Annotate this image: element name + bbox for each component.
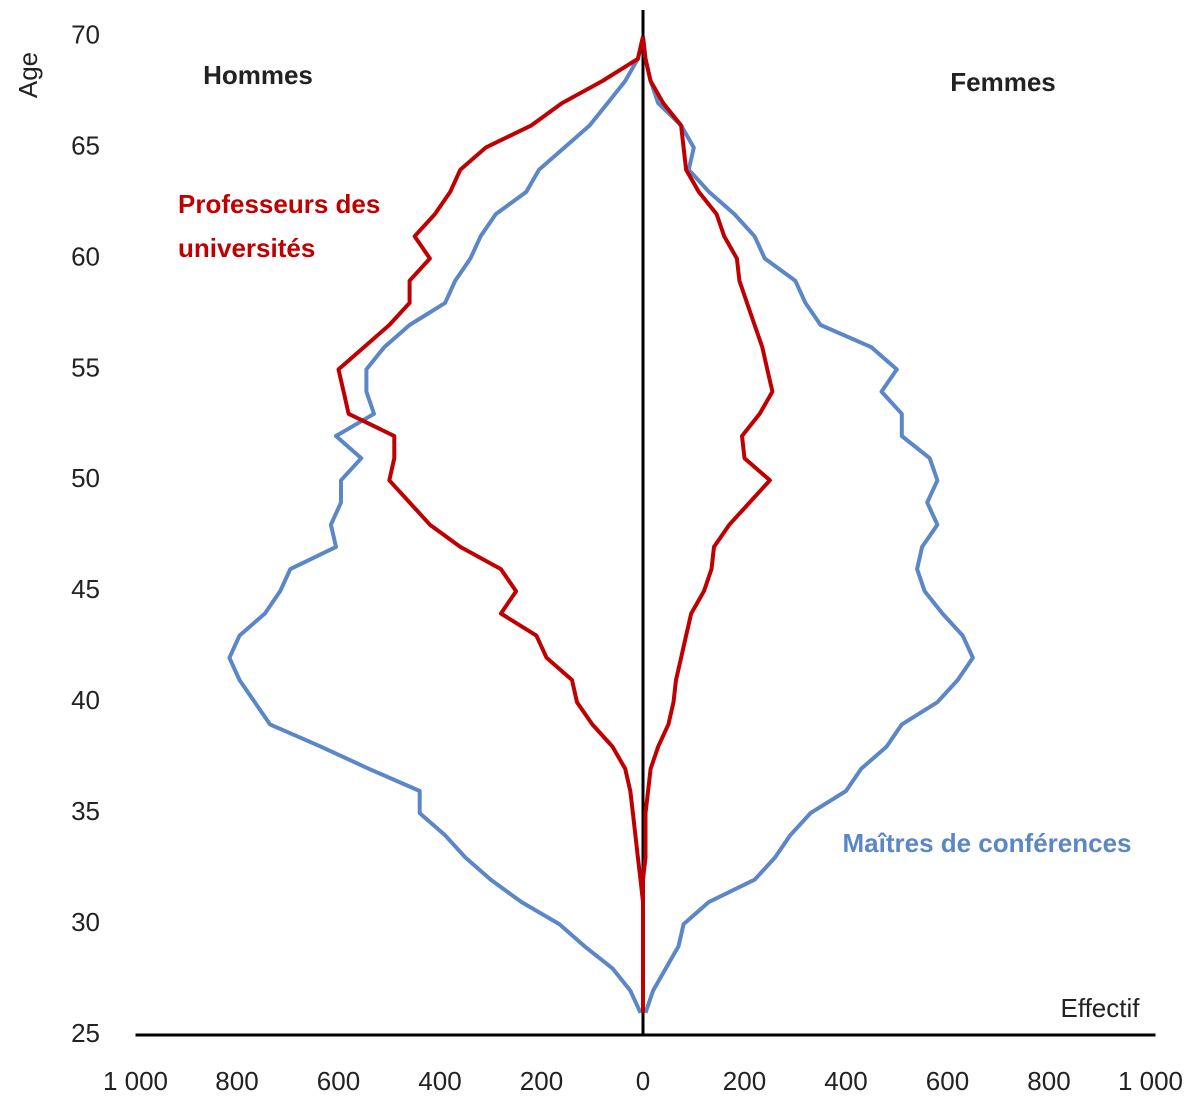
x-tick-label: 400: [418, 1066, 461, 1096]
y-tick-label: 65: [71, 130, 100, 160]
y-tick-label: 70: [71, 19, 100, 49]
y-tick-label: 40: [71, 685, 100, 715]
series-label: Maîtres de conférences: [842, 828, 1131, 858]
y-tick-label: 25: [71, 1018, 100, 1048]
x-tick-label: 800: [215, 1066, 258, 1096]
y-tick-label: 50: [71, 463, 100, 493]
x-axis-label: Effectif: [1060, 993, 1140, 1023]
x-tick-label: 600: [926, 1066, 969, 1096]
x-tick-label: 0: [636, 1066, 650, 1096]
y-tick-label: 55: [71, 352, 100, 382]
series-line: [641, 36, 775, 1013]
x-tick-label: 800: [1027, 1066, 1070, 1096]
x-tick-label: 1 000: [1118, 1066, 1183, 1096]
y-axis-label: Age: [13, 52, 43, 98]
x-tick-label: 1 000: [103, 1066, 168, 1096]
x-tick-label: 200: [520, 1066, 563, 1096]
x-tick-label: 600: [317, 1066, 360, 1096]
side-label: Hommes: [203, 60, 313, 90]
series-label: Professeurs des universités: [178, 189, 381, 263]
series-line: [227, 36, 645, 1014]
x-tick-label: 400: [824, 1066, 867, 1096]
x-tick-label: 200: [723, 1066, 766, 1096]
y-tick-label: 60: [71, 241, 100, 271]
series-line: [336, 36, 645, 1013]
y-tick-label: 30: [71, 907, 100, 937]
side-label: Femmes: [950, 67, 1056, 97]
series-line: [641, 36, 975, 1014]
y-tick-label: 35: [71, 796, 100, 826]
y-tick-label: 45: [71, 574, 100, 604]
